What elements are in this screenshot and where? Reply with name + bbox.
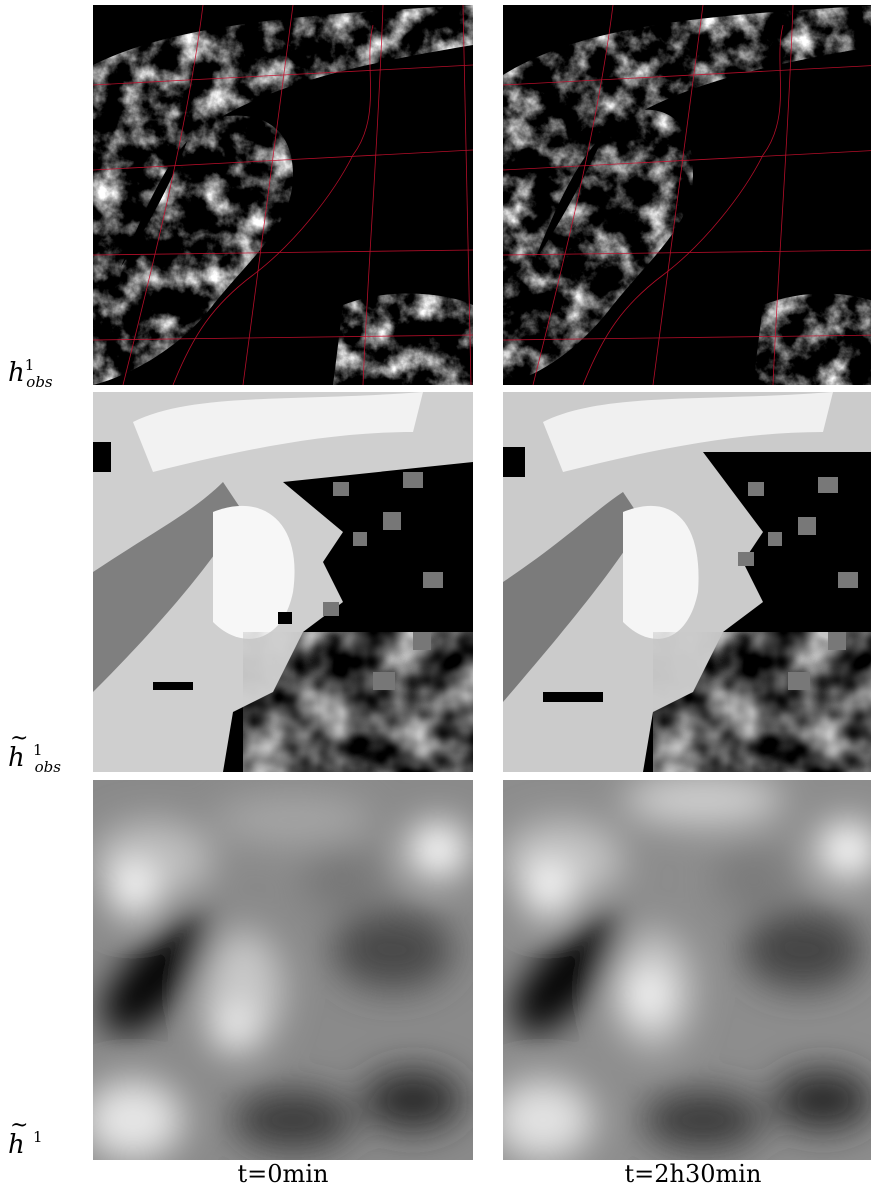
row-label-h-tilde-obs: ~ h 1obs: [8, 726, 61, 776]
satellite-image-t2h30: [503, 5, 871, 385]
column-label-t2h30: t=2h30min: [624, 1160, 762, 1188]
processed-observation-t2h30: [503, 392, 871, 772]
satellite-image-t0: [93, 5, 473, 385]
row-label-h-tilde: ~ h 1: [8, 1113, 43, 1160]
column-label-t0: t=0min: [237, 1160, 329, 1188]
processed-observation-t0: [93, 392, 473, 772]
reconstructed-field-t0: [93, 780, 473, 1160]
reconstructed-field-t2h30: [503, 780, 871, 1160]
row-label-h-obs: h1obs: [8, 356, 53, 391]
